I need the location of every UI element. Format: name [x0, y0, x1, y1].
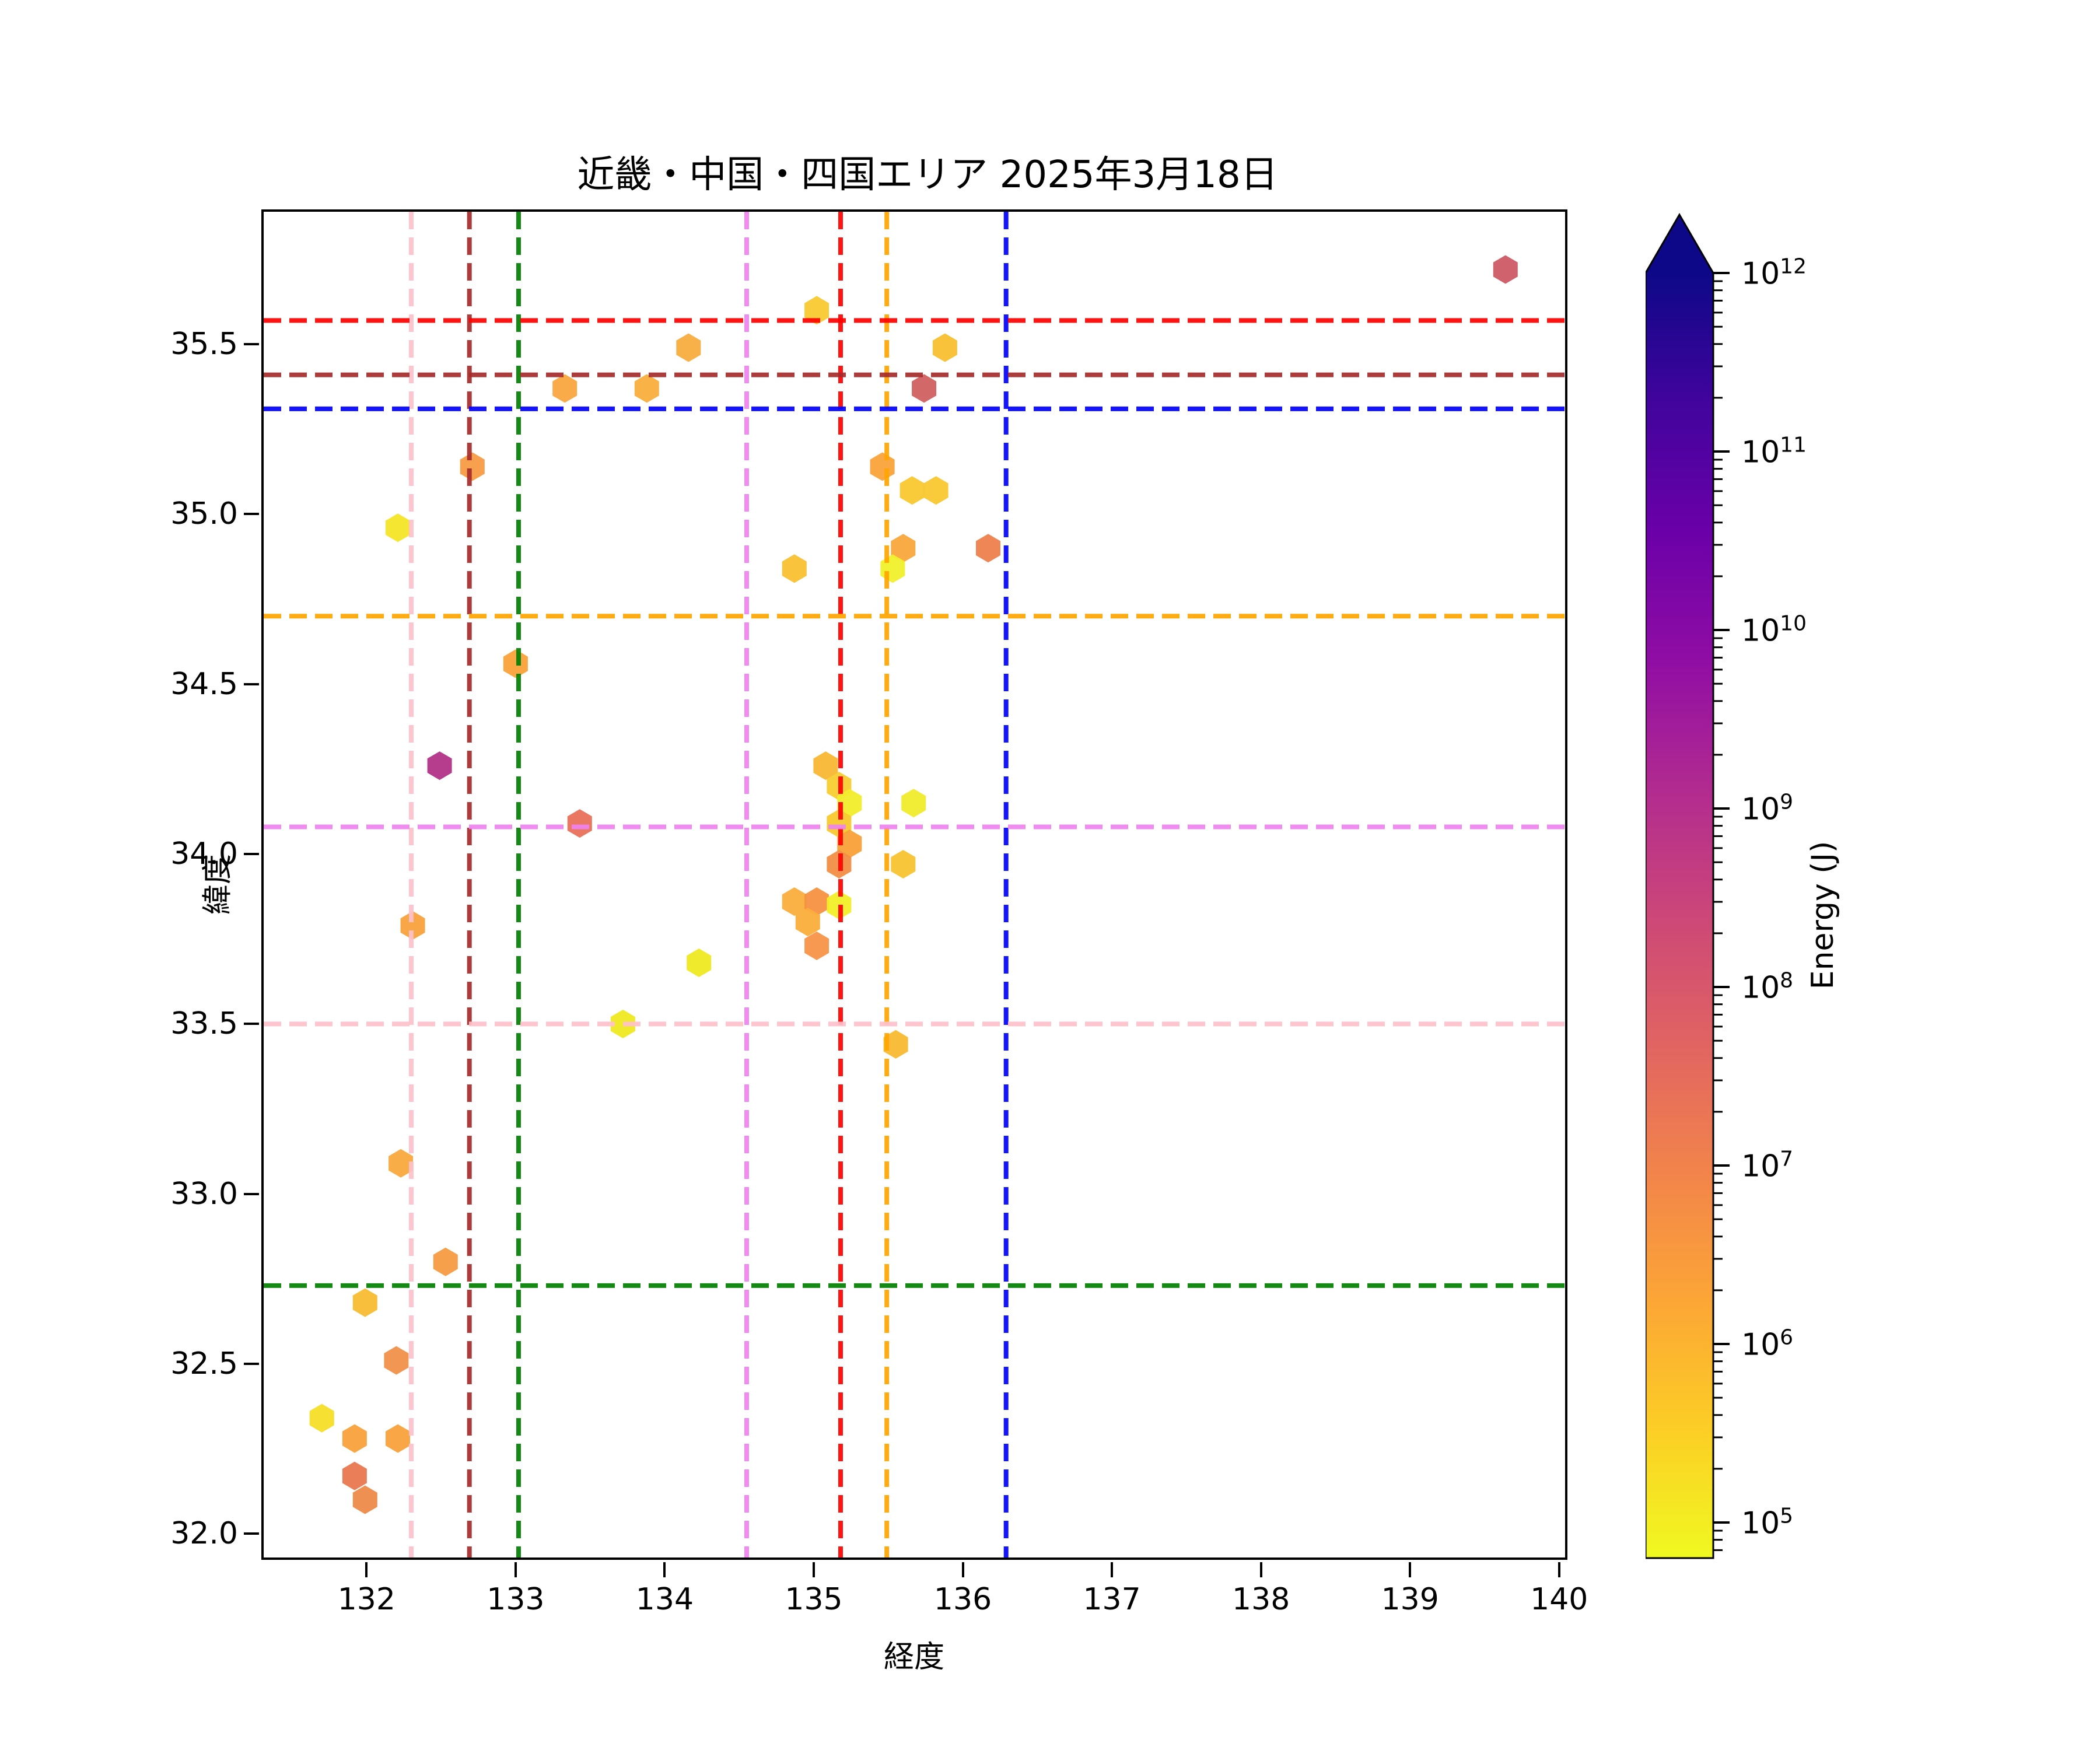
y-tick-mark	[244, 1532, 259, 1535]
x-tick-label: 135	[785, 1582, 843, 1617]
data-point-hexagon	[433, 1247, 458, 1276]
y-tick-label: 35.0	[170, 496, 238, 532]
data-point-hexagon	[386, 513, 410, 542]
x-tick-mark	[663, 1562, 666, 1577]
y-tick-label: 35.5	[170, 327, 238, 362]
data-point-hexagon	[912, 374, 937, 403]
data-point-hexagon	[460, 452, 485, 481]
x-tick-mark	[365, 1562, 368, 1577]
x-axis-label: 経度	[883, 1640, 945, 1675]
data-point-hexagon	[427, 751, 452, 780]
colorbar-tick-label: 107	[1741, 1147, 1794, 1184]
y-axis-label: 緯度	[200, 853, 236, 915]
data-point-hexagon	[610, 1009, 635, 1038]
y-tick-mark	[244, 682, 259, 685]
y-tick-mark	[244, 513, 259, 516]
plot-area	[261, 209, 1567, 1560]
data-point-hexagon	[386, 1424, 410, 1453]
x-tick-mark	[961, 1562, 964, 1577]
data-point-hexagon	[883, 1030, 908, 1059]
data-point-hexagon	[900, 476, 925, 505]
data-point-hexagon	[813, 751, 838, 780]
y-tick-mark	[244, 1192, 259, 1195]
data-point-hexagon	[804, 931, 830, 960]
data-point-hexagon	[503, 649, 528, 678]
y-tick-mark	[244, 343, 259, 346]
data-point-hexagon	[676, 333, 701, 362]
colorbar-tick-label: 1012	[1741, 254, 1807, 292]
data-point-hexagon	[384, 1346, 409, 1375]
x-tick-mark	[1409, 1562, 1412, 1577]
data-point-hexagon	[837, 830, 862, 859]
y-tick-mark	[244, 853, 259, 856]
data-point-hexagon	[342, 1424, 367, 1453]
data-point-hexagon	[782, 887, 807, 916]
x-tick-label: 140	[1530, 1582, 1588, 1617]
data-point-hexagon	[804, 887, 830, 916]
data-point-hexagon	[1493, 255, 1518, 284]
data-point-hexagon	[932, 333, 957, 362]
colorbar-gradient-bar	[1646, 213, 1714, 1559]
chart-title: 近畿・中国・四国エリア 2025年3月18日	[577, 153, 1278, 197]
x-tick-label: 134	[635, 1582, 694, 1617]
x-tick-label: 136	[933, 1582, 992, 1617]
x-tick-mark	[813, 1562, 815, 1577]
colorbar	[1646, 213, 1730, 1559]
x-tick-label: 132	[337, 1582, 396, 1617]
y-tick-mark	[244, 1362, 259, 1365]
data-point-hexagon	[976, 534, 1000, 563]
x-tick-mark	[514, 1562, 517, 1577]
colorbar-tick-label: 1010	[1741, 611, 1807, 649]
colorbar-tick-label: 1011	[1741, 433, 1807, 470]
colorbar-tick-label: 106	[1741, 1325, 1794, 1363]
colorbar-tick-label: 108	[1741, 968, 1794, 1006]
x-tick-label: 139	[1381, 1582, 1439, 1617]
y-tick-label: 34.5	[170, 666, 238, 702]
data-point-hexagon	[782, 554, 807, 583]
data-point-hexagon	[901, 789, 926, 818]
data-point-hexagon	[552, 374, 578, 403]
y-tick-label: 33.0	[170, 1176, 238, 1212]
colorbar-tick-label: 105	[1741, 1504, 1794, 1541]
colorbar-tick-label: 109	[1741, 790, 1794, 827]
data-point-hexagon	[567, 809, 592, 838]
y-tick-label: 34.0	[170, 836, 238, 872]
x-tick-mark	[1558, 1562, 1560, 1577]
data-point-hexagon	[891, 534, 916, 563]
y-tick-label: 32.5	[170, 1346, 238, 1381]
data-point-hexagon	[352, 1485, 377, 1514]
data-point-hexagon	[837, 789, 862, 818]
data-point-hexagon	[891, 850, 916, 878]
x-tick-mark	[1259, 1562, 1262, 1577]
x-tick-label: 138	[1232, 1582, 1290, 1617]
y-tick-label: 33.5	[170, 1006, 238, 1042]
y-tick-label: 32.0	[170, 1516, 238, 1552]
y-tick-mark	[244, 1023, 259, 1026]
data-point-hexagon	[388, 1149, 414, 1178]
data-point-hexagon	[870, 452, 895, 481]
x-tick-label: 133	[487, 1582, 545, 1617]
colorbar-label: Energy (J)	[1805, 841, 1840, 990]
x-tick-label: 137	[1083, 1582, 1141, 1617]
data-point-hexagon	[923, 476, 949, 505]
data-point-hexagon	[634, 374, 659, 403]
data-point-hexagon	[795, 908, 820, 937]
data-point-hexagon	[352, 1288, 377, 1317]
data-point-hexagon	[309, 1404, 334, 1433]
scatter-plot-svg	[264, 212, 1565, 1558]
data-point-hexagon	[687, 949, 712, 977]
x-tick-mark	[1111, 1562, 1114, 1577]
data-point-hexagon	[400, 911, 425, 940]
data-point-hexagon	[342, 1461, 367, 1490]
data-point-hexagon	[827, 809, 852, 838]
data-point-hexagon	[804, 296, 830, 325]
